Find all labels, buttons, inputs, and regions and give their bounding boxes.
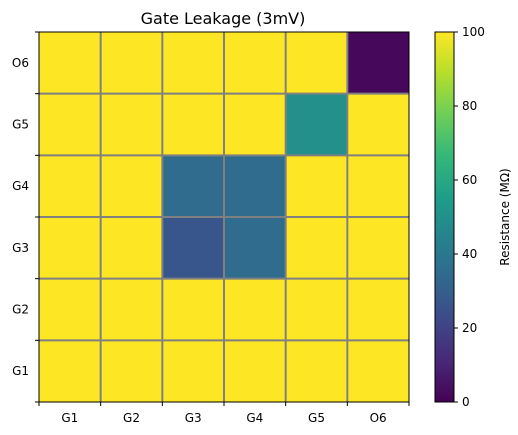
heatmap-cell-g4-o6 (224, 32, 286, 94)
y-tick-label: O6 (12, 56, 29, 70)
heatmap-cell-g4-g5 (224, 93, 286, 156)
heatmap-cell-o6-g2 (347, 278, 409, 341)
y-tick-label: G3 (12, 241, 29, 255)
y-tick-label: G4 (12, 179, 29, 193)
heatmap-cell-g1-g3 (39, 217, 101, 279)
y-axis: G1 G2 G3 G4 G5 O6 (12, 31, 39, 403)
heatmap-cell-g3-g2 (162, 278, 224, 341)
heatmap-cell-g2-g2 (100, 278, 163, 341)
heatmap-cell-o6-g3 (347, 217, 409, 279)
heatmap-cell-g3-g1 (162, 340, 224, 402)
heatmap-cell-g4-g2 (224, 278, 286, 341)
heatmap-cell-g1-g5 (39, 93, 101, 156)
heatmap-cell-g1-g2 (39, 278, 101, 341)
heatmap-cell-g5-g1 (285, 340, 348, 402)
heatmap-cell-o6-g5 (347, 93, 409, 156)
heatmap-cell-g1-o6 (39, 32, 101, 94)
colorbar-tick-label: 100 (462, 25, 485, 39)
heatmap-cell-g4-g3 (224, 217, 286, 279)
heatmap-cell-g2-g5 (100, 93, 163, 156)
heatmap-cell-g2-g1 (100, 340, 163, 402)
heatmap-cell-g3-o6 (162, 32, 224, 94)
heatmap-cell-g5-o6 (285, 32, 348, 94)
heatmap-cell-g4-g1 (224, 340, 286, 402)
heatmap-cell-g3-g5 (162, 93, 224, 156)
heatmap-cell-g5-g5 (285, 93, 348, 156)
heatmap-cell-g3-g4 (162, 155, 224, 217)
heatmap-cell-g3-g3 (162, 217, 224, 279)
x-axis: G1 G2 G3 G4 G5 O6 (38, 402, 410, 425)
x-tick-label: G2 (123, 411, 140, 425)
colorbar-axis: 0 20 40 60 80 100 (454, 25, 485, 409)
heatmap-cell-o6-g4 (347, 155, 409, 217)
x-tick-label: G1 (61, 411, 78, 425)
heatmap-cell-g5-g4 (285, 155, 348, 217)
heatmap-cell-g1-g1 (39, 340, 101, 402)
colorbar (434, 31, 455, 403)
x-tick-label: G3 (185, 411, 202, 425)
x-tick-label: G4 (246, 411, 263, 425)
x-tick-label: G5 (308, 411, 325, 425)
colorbar-tick-label: 80 (462, 99, 477, 113)
colorbar-tick-label: 0 (462, 395, 470, 409)
y-tick-label: G5 (12, 118, 29, 132)
heatmap-gridlines (39, 32, 409, 402)
heatmap-cell-g2-g4 (100, 155, 163, 217)
heatmap-cell-o6-o6 (347, 32, 409, 94)
x-tick-label: O6 (370, 411, 387, 425)
heatmap-cell-g4-g4 (224, 155, 286, 217)
colorbar-label: Resistance (MΩ) (498, 168, 512, 265)
heatmap-cells (39, 32, 409, 402)
heatmap-cell-g1-g4 (39, 155, 101, 217)
heatmap-cell-g5-g3 (285, 217, 348, 279)
y-tick-label: G1 (12, 364, 29, 378)
colorbar-tick-label: 60 (462, 173, 477, 187)
y-tick-label: G2 (12, 303, 29, 317)
chart-title: Gate Leakage (3mV) (141, 9, 306, 28)
heatmap-cell-o6-g1 (347, 340, 409, 402)
heatmap-cell-g2-o6 (100, 32, 163, 94)
colorbar-tick-label: 40 (462, 247, 477, 261)
heatmap-cell-g5-g2 (285, 278, 348, 341)
heatmap-cell-g2-g3 (100, 217, 163, 279)
colorbar-tick-label: 20 (462, 321, 477, 335)
